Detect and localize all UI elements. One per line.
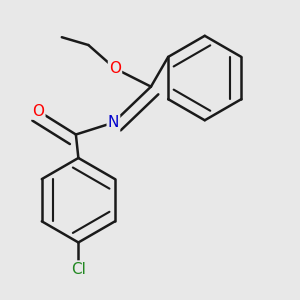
Text: N: N	[108, 115, 119, 130]
Text: O: O	[32, 103, 44, 118]
Text: O: O	[109, 61, 121, 76]
Text: Cl: Cl	[71, 262, 86, 277]
